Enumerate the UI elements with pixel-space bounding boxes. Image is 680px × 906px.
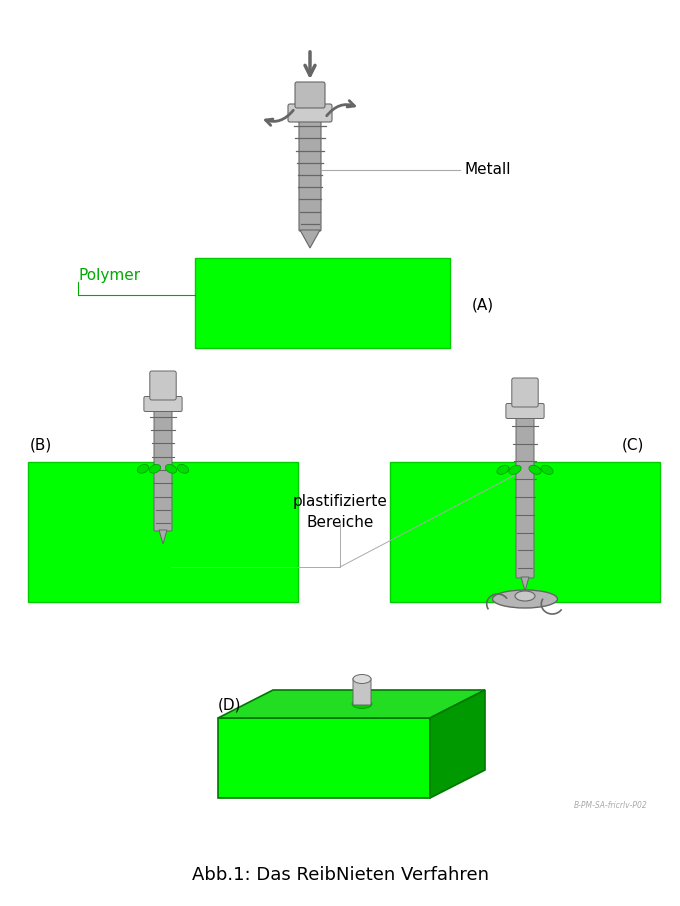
Ellipse shape	[177, 465, 188, 473]
Text: B-PM-SA-fricrlv-P02: B-PM-SA-fricrlv-P02	[574, 801, 648, 810]
FancyBboxPatch shape	[28, 462, 298, 602]
Ellipse shape	[541, 466, 553, 475]
Text: (D): (D)	[218, 698, 241, 713]
FancyBboxPatch shape	[512, 378, 538, 407]
FancyBboxPatch shape	[516, 416, 534, 578]
FancyBboxPatch shape	[353, 678, 371, 705]
Text: (B): (B)	[30, 438, 52, 453]
FancyBboxPatch shape	[195, 258, 450, 348]
Text: Metall: Metall	[464, 162, 511, 178]
Ellipse shape	[137, 465, 149, 473]
FancyBboxPatch shape	[299, 119, 321, 231]
Ellipse shape	[529, 466, 541, 475]
FancyBboxPatch shape	[506, 403, 544, 419]
Text: plastifizierte
Bereiche: plastifizierte Bereiche	[292, 494, 388, 530]
Text: Polymer: Polymer	[78, 268, 140, 283]
Text: Abb.1: Das ReibNieten Verfahren: Abb.1: Das ReibNieten Verfahren	[192, 866, 488, 884]
Text: (C): (C)	[622, 438, 645, 453]
Polygon shape	[521, 577, 529, 591]
Polygon shape	[159, 530, 167, 544]
Ellipse shape	[165, 465, 177, 473]
FancyBboxPatch shape	[390, 462, 660, 602]
Ellipse shape	[352, 699, 372, 708]
Polygon shape	[218, 690, 485, 718]
Text: (A): (A)	[472, 297, 494, 313]
Ellipse shape	[515, 591, 535, 601]
FancyBboxPatch shape	[154, 409, 172, 531]
FancyBboxPatch shape	[144, 397, 182, 411]
FancyBboxPatch shape	[288, 104, 332, 122]
Ellipse shape	[353, 674, 371, 683]
Polygon shape	[218, 718, 430, 798]
FancyBboxPatch shape	[295, 82, 325, 108]
Ellipse shape	[150, 465, 160, 473]
Ellipse shape	[509, 466, 521, 475]
Polygon shape	[430, 690, 485, 798]
FancyBboxPatch shape	[150, 371, 176, 400]
Ellipse shape	[492, 590, 558, 608]
Ellipse shape	[497, 466, 509, 475]
Polygon shape	[300, 230, 320, 248]
